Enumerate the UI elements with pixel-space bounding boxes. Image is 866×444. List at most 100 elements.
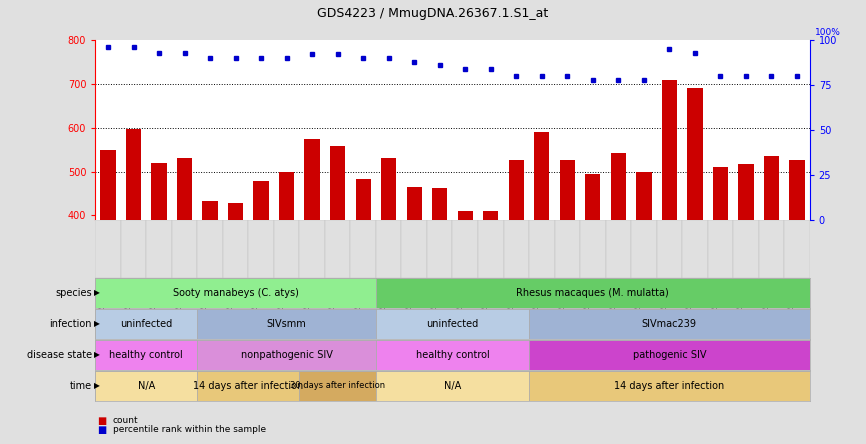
Text: healthy control: healthy control: [416, 350, 489, 360]
Bar: [406, 187, 422, 391]
Bar: [759, 220, 785, 278]
Text: count: count: [113, 416, 139, 425]
Bar: [789, 160, 805, 391]
Bar: [126, 130, 141, 391]
Bar: [580, 220, 605, 278]
Bar: [376, 278, 810, 308]
Bar: [274, 220, 300, 278]
Bar: [764, 156, 779, 391]
Text: 30 days after infection: 30 days after infection: [290, 381, 385, 390]
Bar: [356, 179, 371, 391]
Text: Rhesus macaques (M. mulatta): Rhesus macaques (M. mulatta): [516, 288, 669, 297]
Bar: [656, 220, 682, 278]
Text: healthy control: healthy control: [109, 350, 184, 360]
Text: SIVmac239: SIVmac239: [642, 319, 697, 329]
Text: GDS4223 / MmugDNA.26367.1.S1_at: GDS4223 / MmugDNA.26367.1.S1_at: [317, 7, 549, 20]
Bar: [305, 139, 320, 391]
Bar: [483, 211, 499, 391]
Text: species: species: [55, 288, 92, 297]
Bar: [376, 220, 402, 278]
Bar: [457, 211, 473, 391]
Bar: [738, 164, 753, 391]
Bar: [554, 220, 580, 278]
Bar: [402, 220, 427, 278]
Bar: [249, 220, 274, 278]
Text: ▶: ▶: [94, 350, 100, 359]
Text: ■: ■: [97, 425, 107, 435]
Bar: [203, 202, 217, 391]
Bar: [427, 220, 452, 278]
Bar: [529, 309, 810, 339]
Text: Sooty manabeys (C. atys): Sooty manabeys (C. atys): [172, 288, 299, 297]
Text: uninfected: uninfected: [426, 319, 479, 329]
Text: infection: infection: [49, 319, 92, 329]
Bar: [478, 220, 503, 278]
Text: N/A: N/A: [138, 381, 155, 391]
Bar: [95, 309, 197, 339]
Bar: [452, 220, 478, 278]
Bar: [120, 220, 146, 278]
Bar: [223, 220, 249, 278]
Bar: [376, 340, 529, 370]
Bar: [197, 371, 300, 401]
Bar: [376, 371, 529, 401]
Bar: [300, 371, 376, 401]
Bar: [605, 220, 631, 278]
Bar: [713, 167, 728, 391]
Bar: [95, 220, 120, 278]
Bar: [197, 309, 376, 339]
Bar: [785, 220, 810, 278]
Bar: [279, 171, 294, 391]
Text: SIVsmm: SIVsmm: [267, 319, 307, 329]
Bar: [682, 220, 708, 278]
Bar: [95, 371, 197, 401]
Bar: [177, 159, 192, 391]
Bar: [381, 159, 397, 391]
Text: disease state: disease state: [27, 350, 92, 360]
Bar: [330, 146, 346, 391]
Bar: [376, 309, 529, 339]
Bar: [228, 203, 243, 391]
Text: ▶: ▶: [94, 319, 100, 328]
Bar: [171, 220, 197, 278]
Bar: [95, 278, 376, 308]
Bar: [197, 340, 376, 370]
Bar: [325, 220, 351, 278]
Text: nonpathogenic SIV: nonpathogenic SIV: [241, 350, 333, 360]
Text: ■: ■: [97, 416, 107, 426]
Bar: [351, 220, 376, 278]
Text: time: time: [69, 381, 92, 391]
Text: 14 days after infection: 14 days after infection: [193, 381, 303, 391]
Bar: [529, 371, 810, 401]
Bar: [146, 220, 171, 278]
Bar: [631, 220, 656, 278]
Text: N/A: N/A: [444, 381, 461, 391]
Bar: [254, 181, 268, 391]
Text: percentile rank within the sample: percentile rank within the sample: [113, 425, 266, 434]
Bar: [95, 340, 197, 370]
Bar: [152, 163, 166, 391]
Bar: [662, 80, 677, 391]
Bar: [503, 220, 529, 278]
Bar: [197, 220, 223, 278]
Bar: [559, 160, 575, 391]
Bar: [508, 160, 524, 391]
Bar: [585, 174, 600, 391]
Bar: [637, 171, 651, 391]
Text: 100%: 100%: [815, 28, 841, 37]
Text: uninfected: uninfected: [120, 319, 172, 329]
Bar: [432, 188, 448, 391]
Text: pathogenic SIV: pathogenic SIV: [633, 350, 706, 360]
Bar: [529, 220, 554, 278]
Bar: [300, 220, 325, 278]
Bar: [100, 151, 116, 391]
Text: ▶: ▶: [94, 288, 100, 297]
Bar: [688, 88, 702, 391]
Bar: [708, 220, 734, 278]
Bar: [534, 132, 549, 391]
Bar: [611, 153, 626, 391]
Text: 14 days after infection: 14 days after infection: [614, 381, 725, 391]
Bar: [734, 220, 759, 278]
Text: ▶: ▶: [94, 381, 100, 390]
Bar: [529, 340, 810, 370]
